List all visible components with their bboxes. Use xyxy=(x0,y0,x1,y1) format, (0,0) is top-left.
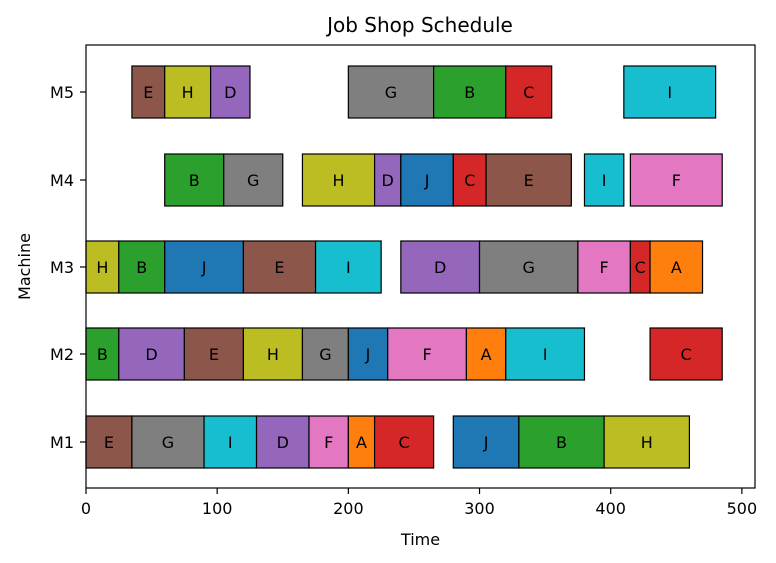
task-bar xyxy=(433,65,507,119)
task-bar xyxy=(505,327,586,381)
task-bar-label: I xyxy=(543,345,548,364)
y-tick-label: M4 xyxy=(50,171,74,190)
task-bar xyxy=(223,153,284,207)
task-bar-label: H xyxy=(182,83,194,102)
task-bar-label: C xyxy=(681,345,692,364)
y-axis-title: Machine xyxy=(15,233,34,300)
task-bar-label: G xyxy=(162,433,174,452)
x-tick-label: 300 xyxy=(464,499,495,518)
task-bar-label: J xyxy=(365,345,371,364)
task-bar-label: F xyxy=(324,433,333,452)
task-bar-label: C xyxy=(464,171,475,190)
x-tick-label: 200 xyxy=(333,499,364,518)
task-bar xyxy=(623,65,717,119)
task-bar xyxy=(478,240,579,294)
x-axis: 0 100 200 300 400 500 xyxy=(81,488,757,518)
task-bar-label: G xyxy=(247,171,259,190)
task-bar-label: I xyxy=(346,258,351,277)
task-bar xyxy=(373,415,435,469)
task-bar-label: D xyxy=(382,171,394,190)
task-bar xyxy=(649,327,723,381)
task-bar-label: C xyxy=(523,83,534,102)
task-bar xyxy=(577,240,631,294)
task-bar xyxy=(373,153,402,207)
task-bar-label: G xyxy=(319,345,331,364)
task-bar-label: B xyxy=(556,433,567,452)
task-bar-label: E xyxy=(524,171,534,190)
task-bar-label: F xyxy=(672,171,681,190)
task-bar-label: B xyxy=(464,83,475,102)
x-tick-label: 500 xyxy=(727,499,758,518)
task-bar-label: A xyxy=(671,258,682,277)
task-bar-label: H xyxy=(267,345,279,364)
task-bar xyxy=(452,153,487,207)
task-bar-label: C xyxy=(399,433,410,452)
task-bar xyxy=(164,153,225,207)
y-tick-label: M5 xyxy=(50,83,74,102)
y-tick-label: M3 xyxy=(50,258,74,277)
task-bar-label: B xyxy=(189,171,200,190)
y-tick-label: M1 xyxy=(50,433,74,452)
task-bar-label: I xyxy=(228,433,233,452)
task-bar xyxy=(203,415,258,469)
task-bar-label: C xyxy=(635,258,646,277)
task-bar-label: A xyxy=(356,433,367,452)
x-tick-label: 0 xyxy=(81,499,91,518)
task-bar-label: E xyxy=(274,258,284,277)
task-bar xyxy=(603,415,691,469)
task-bar xyxy=(518,415,605,469)
task-bar-label: E xyxy=(104,433,114,452)
y-tick-label: M2 xyxy=(50,345,74,364)
task-bar xyxy=(505,65,553,119)
task-bar-label: E xyxy=(209,345,219,364)
task-bar-label: F xyxy=(422,345,431,364)
task-bar xyxy=(210,65,251,119)
y-axis: M1 M2 M3 M4 M5 xyxy=(50,83,86,452)
task-bar xyxy=(183,327,245,381)
task-bar xyxy=(118,327,185,381)
task-bar-label: D xyxy=(145,345,157,364)
task-bar-label: H xyxy=(332,171,344,190)
task-bar xyxy=(387,327,468,381)
task-bar-label: F xyxy=(600,258,609,277)
task-bar-label: E xyxy=(143,83,153,102)
task-bar xyxy=(649,240,704,294)
task-bar-label: D xyxy=(277,433,289,452)
task-bar-label: H xyxy=(96,258,108,277)
task-bar xyxy=(308,415,349,469)
task-bar xyxy=(118,240,166,294)
task-bar-label: G xyxy=(385,83,397,102)
task-bar-label: G xyxy=(523,258,535,277)
task-bar xyxy=(164,240,245,294)
task-bar xyxy=(314,240,382,294)
task-bar xyxy=(347,327,389,381)
task-bar-label: H xyxy=(641,433,653,452)
x-tick-label: 400 xyxy=(595,499,626,518)
task-bar-label: D xyxy=(224,83,236,102)
task-bar-label: I xyxy=(602,171,607,190)
task-bar xyxy=(131,415,205,469)
task-bar xyxy=(629,153,723,207)
task-bar xyxy=(452,415,520,469)
task-bar-label: D xyxy=(434,258,446,277)
task-bar-label: B xyxy=(97,345,108,364)
x-tick-label: 100 xyxy=(202,499,233,518)
task-bar xyxy=(465,327,507,381)
task-bar-label: A xyxy=(481,345,492,364)
task-bar-label: B xyxy=(136,258,147,277)
task-bar-label: J xyxy=(483,433,489,452)
task-bar xyxy=(485,153,572,207)
task-bars: E G I D F A C J B H B D E H G J F A I C H B J E I D G F C A B G H D J C E I F E… xyxy=(85,65,723,469)
task-bar-label: J xyxy=(424,171,430,190)
chart-title: Job Shop Schedule xyxy=(325,13,513,37)
task-bar xyxy=(583,153,625,207)
task-bar xyxy=(242,327,304,381)
task-bar xyxy=(131,65,166,119)
task-bar-label: I xyxy=(667,83,672,102)
x-axis-title: Time xyxy=(400,530,440,549)
task-bar-label: J xyxy=(201,258,207,277)
task-bar xyxy=(347,415,376,469)
